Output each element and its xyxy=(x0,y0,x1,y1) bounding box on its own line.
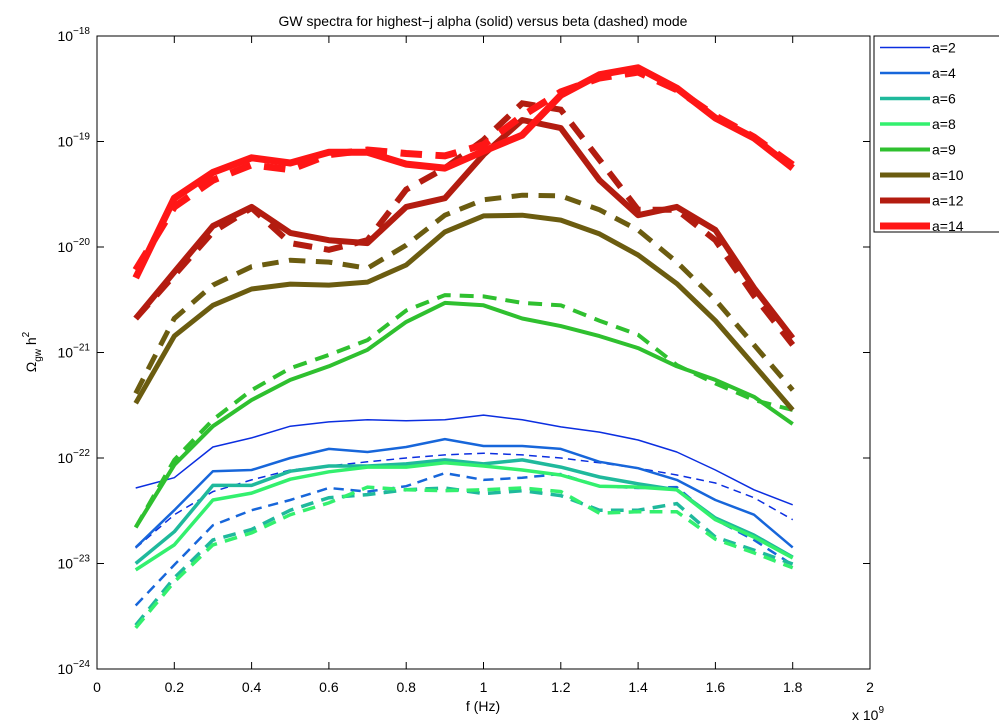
x-tick-label: 1.6 xyxy=(706,679,726,695)
x-tick-label: 1.2 xyxy=(551,679,571,695)
y-tick-label: 10−20 xyxy=(57,237,90,255)
x-tick-label: 0 xyxy=(93,679,101,695)
chart-title: GW spectra for highest−j alpha (solid) v… xyxy=(279,13,688,29)
line-solid xyxy=(134,437,794,549)
x-tick-label: 0.8 xyxy=(396,679,416,695)
legend-label: a=9 xyxy=(932,142,956,158)
line-dashed xyxy=(134,486,794,627)
line-dashed xyxy=(132,68,795,272)
x-tick-label: 0.6 xyxy=(319,679,339,695)
legend-label: a=14 xyxy=(932,218,964,234)
line-solid xyxy=(132,64,795,280)
x-tick-label: 1 xyxy=(480,679,488,695)
line-dashed xyxy=(133,100,796,347)
x-tick-label: 2 xyxy=(866,679,874,695)
x-multiplier: x 109 xyxy=(852,705,884,723)
line-solid xyxy=(133,212,795,412)
legend-label: a=2 xyxy=(932,40,956,56)
line-dashed xyxy=(134,485,794,630)
legend-label: a=12 xyxy=(932,193,964,209)
x-axis-label: f (Hz) xyxy=(466,698,500,714)
y-tick-label: 10−22 xyxy=(57,448,90,466)
y-tick-label: 10−23 xyxy=(57,554,90,572)
line-solid xyxy=(134,461,794,572)
x-tick-label: 0.4 xyxy=(242,679,262,695)
y-tick-label: 10−19 xyxy=(57,132,90,150)
line-dashed xyxy=(135,452,794,549)
x-tick-label: 1.8 xyxy=(783,679,803,695)
legend-label: a=6 xyxy=(932,91,956,107)
x-tick-label: 0.2 xyxy=(165,679,185,695)
line-solid xyxy=(133,117,796,340)
y-tick-label: 10−18 xyxy=(57,26,90,44)
line-solid xyxy=(135,414,793,506)
legend-label: a=4 xyxy=(932,65,956,81)
legend-label: a=8 xyxy=(932,116,956,132)
y-tick-label: 10−24 xyxy=(57,659,90,677)
y-axis-label: Ωgw h2 xyxy=(21,331,44,372)
x-tick-label: 1.4 xyxy=(628,679,648,695)
legend-label: a=10 xyxy=(932,167,964,183)
y-tick-label: 10−21 xyxy=(57,343,90,361)
legend-box xyxy=(873,35,999,233)
line-dashed xyxy=(133,192,795,395)
line-dashed xyxy=(133,293,794,529)
